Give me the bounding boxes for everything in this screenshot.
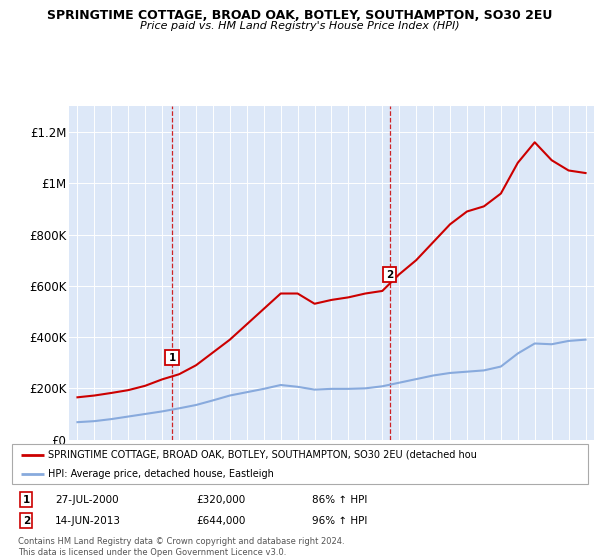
Text: 86% ↑ HPI: 86% ↑ HPI <box>311 494 367 505</box>
Text: 96% ↑ HPI: 96% ↑ HPI <box>311 516 367 526</box>
Text: SPRINGTIME COTTAGE, BROAD OAK, BOTLEY, SOUTHAMPTON, SO30 2EU (detached hou: SPRINGTIME COTTAGE, BROAD OAK, BOTLEY, S… <box>48 450 477 460</box>
Text: 27-JUL-2000: 27-JUL-2000 <box>55 494 119 505</box>
Text: SPRINGTIME COTTAGE, BROAD OAK, BOTLEY, SOUTHAMPTON, SO30 2EU: SPRINGTIME COTTAGE, BROAD OAK, BOTLEY, S… <box>47 9 553 22</box>
Text: £644,000: £644,000 <box>196 516 245 526</box>
Text: 14-JUN-2013: 14-JUN-2013 <box>55 516 121 526</box>
Text: HPI: Average price, detached house, Eastleigh: HPI: Average price, detached house, East… <box>48 469 274 478</box>
Text: Price paid vs. HM Land Registry's House Price Index (HPI): Price paid vs. HM Land Registry's House … <box>140 21 460 31</box>
Text: 1: 1 <box>23 494 30 505</box>
Text: 1: 1 <box>169 353 176 362</box>
Text: Contains HM Land Registry data © Crown copyright and database right 2024.
This d: Contains HM Land Registry data © Crown c… <box>18 537 344 557</box>
FancyBboxPatch shape <box>12 444 588 484</box>
Text: £320,000: £320,000 <box>196 494 245 505</box>
Text: 2: 2 <box>23 516 30 526</box>
Text: 2: 2 <box>386 269 394 279</box>
